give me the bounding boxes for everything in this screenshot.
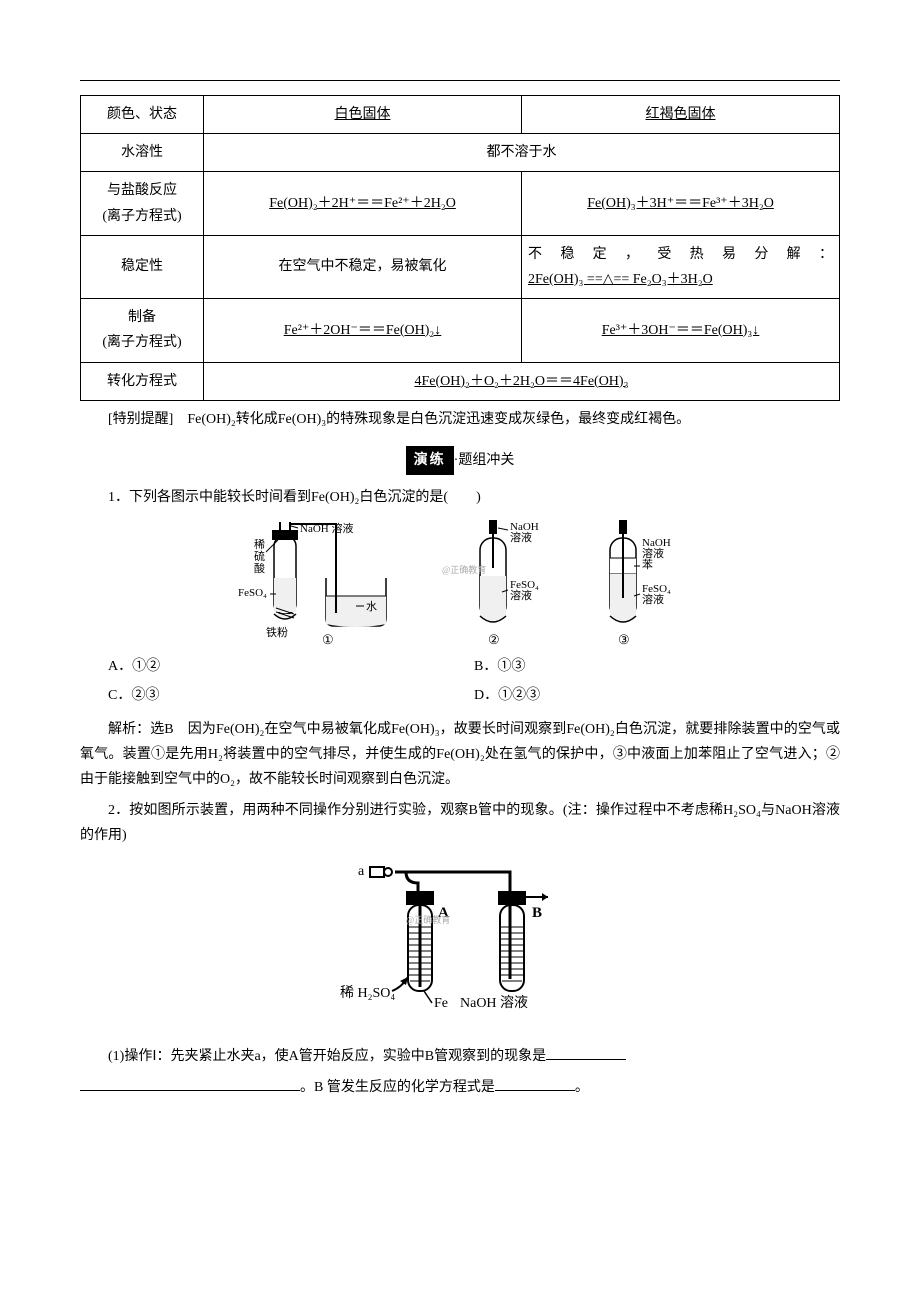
row-label: 制备 (离子方程式) [81, 299, 204, 362]
option-c: C．②③ [108, 681, 474, 710]
q2-sub1-cont: 。B 管发生反应的化学方程式是。 [80, 1075, 840, 1100]
table-row: 颜色、状态 白色固体 红褐色固体 [81, 96, 840, 134]
q2-apparatus-icon: a A B [310, 857, 610, 1027]
svg-text:FeSO₄: FeSO₄ [238, 587, 267, 599]
row-label: 与盐酸反应 (离子方程式) [81, 172, 204, 235]
cell-left: Fe²⁺＋2OH⁻＝＝Fe(OH)₂↓ [204, 299, 522, 362]
properties-table: 颜色、状态 白色固体 红褐色固体 水溶性 都不溶于水 与盐酸反应 (离子方程式)… [80, 95, 840, 401]
svg-text:①: ① [322, 632, 334, 647]
cell-left: 在空气中不稳定，易被氧化 [204, 235, 522, 298]
q1-device-1-icon: 稀硫酸 NaOH 溶液 FeSO₄ 铁粉 水 ① [236, 518, 416, 648]
q1-stem: 1．下列各图示中能较长时间看到Fe(OH)₂白色沉淀的是( ) [80, 485, 840, 510]
cell-right: Fe(OH)₃＋3H⁺＝＝Fe³⁺＋3H₂O [522, 172, 840, 235]
row-label: 转化方程式 [81, 362, 204, 400]
cell-left: Fe(OH)₂＋2H⁺＝＝Fe²⁺＋2H₂O [204, 172, 522, 235]
table-row: 制备 (离子方程式) Fe²⁺＋2OH⁻＝＝Fe(OH)₂↓ Fe³⁺＋3OH⁻… [81, 299, 840, 362]
section-banner-wrap: 演练·题组冲关 [80, 446, 840, 475]
svg-text:B: B [532, 905, 542, 921]
cell-merged: 都不溶于水 [204, 134, 840, 172]
option-a: A．①② [108, 652, 474, 681]
cell-left: 白色固体 [204, 96, 522, 134]
q1-options: A．①② B．①③ C．②③ D．①②③ [108, 652, 840, 710]
svg-text:稀 H₂SO₄: 稀 H₂SO₄ [340, 985, 395, 1001]
svg-text:②: ② [488, 632, 500, 647]
svg-text:@正确教育: @正确教育 [406, 914, 450, 925]
svg-text:FeSO₄溶液: FeSO₄溶液 [510, 579, 539, 602]
option-d: D．①②③ [474, 681, 840, 710]
svg-text:NaOH 溶液: NaOH 溶液 [460, 995, 528, 1011]
cell-right: 不稳定，受热易分解： 2Fe(OH)₃ ==△== Fe₂O₃＋3H₂O [522, 235, 840, 298]
svg-text:③: ③ [618, 632, 630, 647]
table-row: 水溶性 都不溶于水 [81, 134, 840, 172]
label: 稀硫酸 [254, 538, 265, 575]
q1-device-2-icon: NaOH溶液 @正确教育 FeSO₄溶液 ② [440, 518, 550, 648]
section-banner-suffix: ·题组冲关 [454, 453, 515, 468]
answer-blank[interactable] [495, 1076, 575, 1091]
q1-analysis: 解析：选B 因为Fe(OH)₂在空气中易被氧化成Fe(OH)₃，故要长时间观察到… [80, 717, 840, 793]
q2-figure: a A B [80, 857, 840, 1036]
q1-device-3-icon: NaOH溶液苯 FeSO₄溶液 ③ [574, 518, 684, 648]
q1-figure: 稀硫酸 NaOH 溶液 FeSO₄ 铁粉 水 ① NaOH溶液 @正确教育 Fe… [80, 518, 840, 648]
svg-text:铁粉: 铁粉 [266, 626, 288, 639]
q2-stem: 2．按如图所示装置，用两种不同操作分别进行实验，观察B管中的现象。(注：操作过程… [80, 798, 840, 848]
section-banner: 演练 [406, 446, 454, 475]
svg-text:a: a [358, 864, 365, 879]
svg-text:NaOH 溶液: NaOH 溶液 [300, 521, 353, 535]
row-label: 稳定性 [81, 235, 204, 298]
cell-right: 红褐色固体 [522, 96, 840, 134]
table-row: 稳定性 在空气中不稳定，易被氧化 不稳定，受热易分解： 2Fe(OH)₃ ==△… [81, 235, 840, 298]
svg-text:NaOH溶液: NaOH溶液 [510, 521, 539, 544]
table-row: 转化方程式 4Fe(OH)₂＋O₂＋2H₂O＝＝4Fe(OH)₃ [81, 362, 840, 400]
cell-merged: 4Fe(OH)₂＋O₂＋2H₂O＝＝4Fe(OH)₃ [204, 362, 840, 400]
cell-right: Fe³⁺＋3OH⁻＝＝Fe(OH)₃↓ [522, 299, 840, 362]
row-label: 水溶性 [81, 134, 204, 172]
svg-text:NaOH溶液苯: NaOH溶液苯 [642, 537, 671, 571]
svg-text:水: 水 [366, 600, 377, 613]
special-note: [特别提醒] Fe(OH)₂转化成Fe(OH)₃的特殊现象是白色沉淀迅速变成灰绿… [80, 407, 840, 432]
answer-blank[interactable] [546, 1045, 626, 1060]
answer-blank[interactable] [80, 1076, 300, 1091]
option-b: B．①③ [474, 652, 840, 681]
row-label: 颜色、状态 [81, 96, 204, 134]
svg-text:FeSO₄溶液: FeSO₄溶液 [642, 583, 671, 606]
top-rule [80, 80, 840, 81]
q2-sub1: (1)操作Ⅰ：先夹紧止水夹a，使A管开始反应，实验中B管观察到的现象是 [80, 1044, 840, 1069]
table-row: 与盐酸反应 (离子方程式) Fe(OH)₂＋2H⁺＝＝Fe²⁺＋2H₂O Fe(… [81, 172, 840, 235]
svg-text:Fe: Fe [434, 996, 448, 1011]
svg-text:@正确教育: @正确教育 [442, 564, 486, 575]
